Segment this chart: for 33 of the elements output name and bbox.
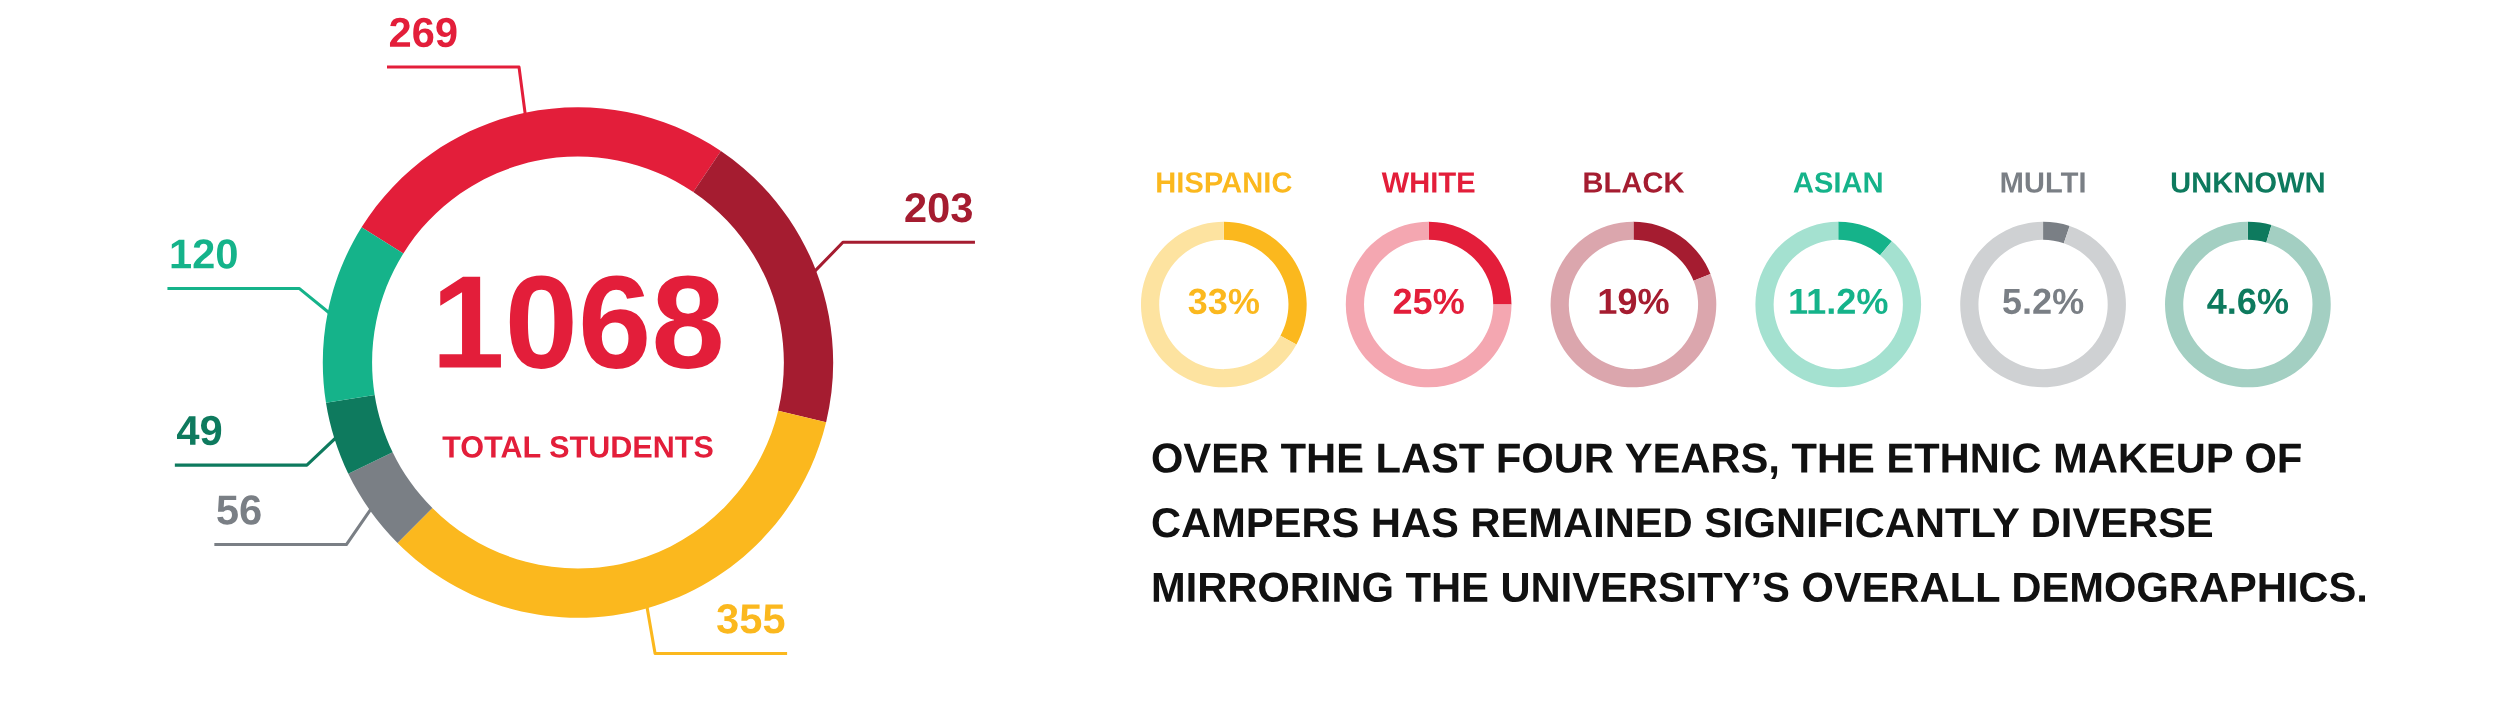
data-label: 203 (905, 192, 972, 223)
text: CAMPERS HAS REMAINED SIGNIFICANTLY DIVERSE (1152, 507, 2213, 538)
data-label: 33% (1188, 288, 1260, 315)
data-label: 5.2% (2003, 288, 2084, 315)
donut-slice (1755, 221, 1922, 388)
data-label: 120 (171, 239, 237, 269)
text: 1068 (439, 275, 721, 369)
donut-slice (2247, 221, 2272, 243)
chart-title: MULTI (2001, 172, 2085, 193)
donut-slice (2043, 221, 2070, 244)
donut-slice (1550, 221, 1717, 388)
donut-slice (1140, 221, 1297, 388)
data-label: 25% (1393, 288, 1464, 315)
text: MIRRORING THE UNIVERSITY’S OVERALL DEMOGRAPHICS. (1153, 572, 2366, 603)
chart-title: ASIAN (1793, 172, 1882, 193)
chart-title: WHITE (1381, 172, 1475, 193)
chart-title: UNKNOWN (2171, 172, 2324, 193)
donut-slice (1960, 221, 2126, 388)
chart-title: HISPANIC (1157, 172, 1292, 193)
data-label: 4.6% (2207, 288, 2289, 315)
data-label: 56 (217, 495, 261, 525)
data-label: 49 (177, 415, 222, 446)
data-label: 269 (389, 17, 457, 48)
donut-slice (1345, 221, 1512, 388)
data-label: 11.2% (1790, 288, 1888, 315)
text: TOTAL STUDENTS (442, 436, 713, 458)
donut-slice (1838, 221, 1892, 256)
chart-title: BLACK (1584, 172, 1685, 193)
donut-slice (1633, 221, 1711, 281)
text: OVER THE LAST FOUR YEARS, THE ETHNIC MAKEUP OF (1152, 443, 2301, 479)
donut-slice (2165, 221, 2331, 388)
data-label: 355 (717, 604, 785, 634)
data-label: 19% (1599, 288, 1669, 315)
